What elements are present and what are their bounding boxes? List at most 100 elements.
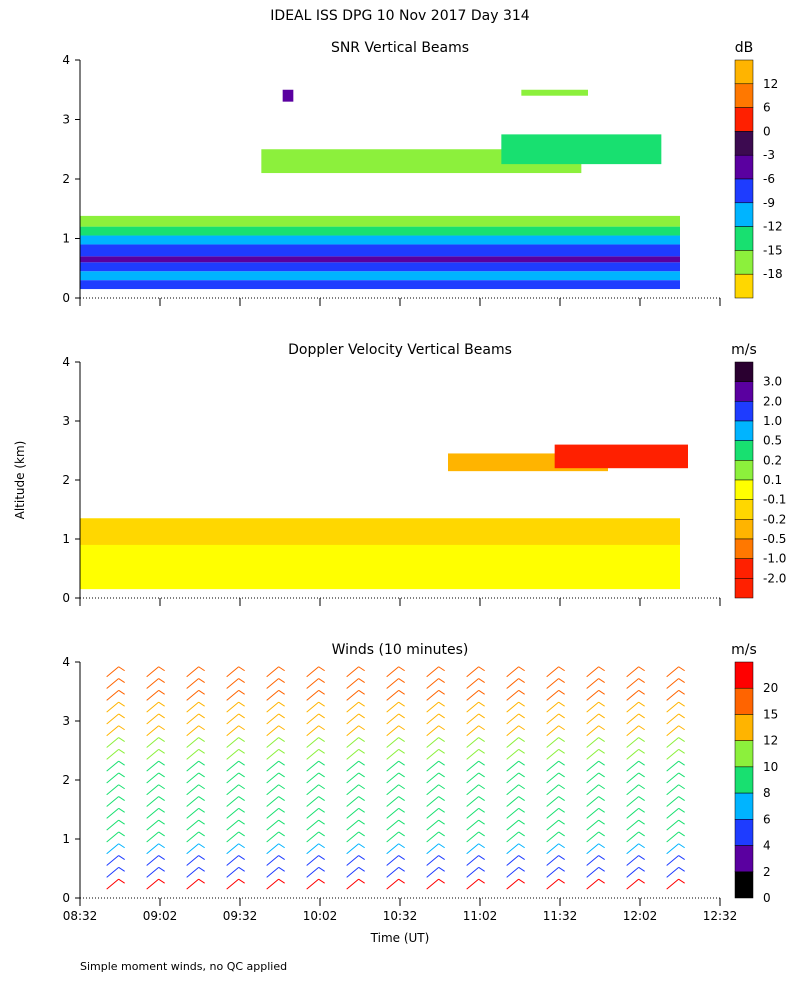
wind-barb-flag [478, 760, 485, 766]
wind-barb-flag [598, 878, 605, 884]
colorbar-swatch [734, 83, 754, 108]
colorbar-label: 0 [763, 891, 771, 905]
wind-barb-flag [598, 713, 605, 719]
y-tick-label: 1 [62, 232, 70, 246]
wind-barb [346, 855, 359, 866]
wind-barb-flag [478, 725, 485, 731]
wind-barb [346, 807, 359, 819]
wind-barb-flag [478, 772, 485, 778]
wind-barb [186, 666, 199, 678]
panel-title: SNR Vertical Beams [331, 40, 469, 56]
wind-barb-flag [278, 772, 285, 778]
wind-barb-flag [518, 748, 525, 754]
wind-barb [106, 807, 119, 819]
wind-barb-flag [358, 796, 365, 801]
wind-barb [106, 855, 119, 866]
wind-barb-flag [598, 689, 605, 695]
colorbar-label: 8 [763, 786, 771, 800]
wind-barb-flag [118, 831, 125, 837]
wind-barb-flag [678, 831, 685, 837]
wind-barb [426, 748, 439, 760]
colorbar-swatch [734, 154, 754, 180]
heatmap-band [80, 215, 680, 227]
wind-barb [426, 784, 439, 796]
wind-barb-flag [158, 807, 165, 813]
wind-barb [386, 772, 399, 784]
wind-barb [666, 760, 679, 772]
wind-barb-flag [598, 772, 605, 778]
wind-barb [626, 866, 639, 878]
wind-barb [226, 737, 239, 748]
wind-barb-flag [558, 819, 565, 825]
wind-barb [506, 678, 519, 689]
y-tick-label: 4 [62, 53, 70, 67]
wind-barb-flag [438, 701, 445, 707]
wind-barb-flag [158, 784, 165, 790]
wind-barb-flag [438, 807, 445, 813]
wind-barb-flag [358, 713, 365, 719]
wind-barb [426, 866, 439, 878]
wind-barb [386, 737, 399, 748]
wind-barb [146, 819, 159, 831]
heatmap-patch [282, 89, 294, 102]
wind-barb-flag [278, 843, 285, 849]
wind-barb [426, 772, 439, 784]
wind-barb [266, 855, 279, 866]
colorbar-label: 10 [763, 760, 778, 774]
wind-barb-flag [558, 701, 565, 707]
wind-barb [386, 807, 399, 819]
wind-barb [386, 713, 399, 725]
colorbar-swatch [734, 178, 754, 204]
wind-barb-flag [158, 843, 165, 849]
wind-barb [106, 784, 119, 796]
wind-barb-flag [558, 713, 565, 719]
wind-barb [666, 843, 679, 855]
y-tick-label: 3 [62, 714, 70, 728]
wind-barb-flag [238, 878, 245, 884]
wind-barb [186, 772, 199, 784]
colorbar-unit: m/s [731, 342, 757, 358]
wind-barb [586, 689, 599, 701]
wind-barb [146, 831, 159, 843]
wind-barb [426, 878, 439, 890]
wind-barb [466, 666, 479, 678]
wind-barb-flag [118, 678, 125, 683]
wind-barb-flag [398, 678, 405, 683]
wind-barb-flag [678, 701, 685, 707]
wind-barb [186, 819, 199, 831]
wind-barb [586, 796, 599, 807]
wind-barb-flag [678, 855, 685, 860]
wind-barb-flag [238, 855, 245, 860]
wind-barb-flag [278, 737, 285, 742]
wind-barb-flag [558, 760, 565, 766]
wind-barb [186, 701, 199, 713]
y-tick-label: 0 [62, 291, 70, 305]
y-tick-label: 4 [62, 355, 70, 369]
wind-barb [466, 819, 479, 831]
wind-barb [106, 666, 119, 678]
colorbar-swatch [734, 558, 754, 579]
wind-barb [226, 819, 239, 831]
wind-barb [146, 855, 159, 866]
wind-barb [346, 748, 359, 760]
wind-barb [266, 878, 279, 890]
colorbar-swatch [734, 273, 754, 299]
wind-barb [506, 725, 519, 737]
wind-barb [226, 878, 239, 890]
wind-barb [546, 760, 559, 772]
wind-barb [586, 784, 599, 796]
wind-barb-flag [318, 772, 325, 778]
wind-barb [306, 760, 319, 772]
colorbar-swatch [734, 499, 754, 520]
wind-barb-flag [598, 855, 605, 860]
wind-barb-flag [438, 760, 445, 766]
wind-barb-flag [518, 866, 525, 872]
wind-barb [346, 666, 359, 678]
wind-barb [586, 748, 599, 760]
x-tick-label: 09:32 [223, 909, 258, 923]
wind-barb-flag [438, 843, 445, 849]
wind-barb [666, 855, 679, 866]
wind-barb-flag [638, 784, 645, 790]
wind-barb-flag [398, 772, 405, 778]
wind-barb [506, 666, 519, 678]
